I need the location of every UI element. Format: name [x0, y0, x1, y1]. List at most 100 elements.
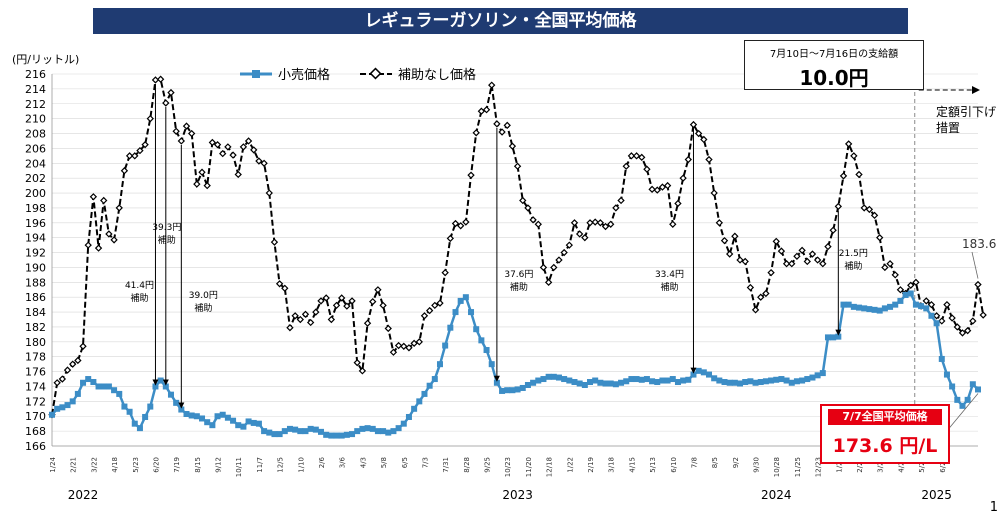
- x-tick-label: 9/12: [215, 457, 223, 473]
- retail-point: [116, 390, 123, 397]
- subsidy-arrowhead: [152, 379, 159, 386]
- no-subsidy-point: [586, 219, 594, 227]
- price-box-leader: [945, 393, 979, 433]
- retail-point: [943, 371, 950, 378]
- y-tick-label: 180: [25, 336, 46, 349]
- no-subsidy-point: [224, 143, 232, 151]
- no-subsidy-point: [167, 88, 175, 97]
- retail-point: [235, 422, 242, 429]
- no-subsidy-point: [136, 146, 144, 155]
- y-tick-label: 192: [25, 247, 46, 260]
- no-subsidy-point: [824, 242, 832, 251]
- no-subsidy-point: [798, 246, 806, 255]
- no-subsidy-point: [912, 278, 920, 286]
- y-tick-label: 172: [25, 395, 46, 408]
- no-subsidy-point: [182, 122, 191, 130]
- no-subsidy-point: [793, 252, 801, 260]
- no-subsidy-point: [808, 250, 817, 258]
- subsidy-annotation: 補助: [510, 281, 528, 293]
- no-subsidy-point: [757, 293, 765, 301]
- no-subsidy-point: [260, 159, 268, 167]
- x-tick-label: 6/20: [152, 457, 160, 473]
- retail-point: [850, 303, 857, 310]
- no-subsidy-point: [482, 106, 491, 114]
- no-subsidy-point: [938, 317, 946, 325]
- no-subsidy-point: [213, 141, 222, 149]
- retail-point: [540, 376, 547, 383]
- no-subsidy-point: [751, 306, 760, 314]
- y-tick-label: 200: [25, 187, 46, 200]
- no-subsidy-point: [363, 319, 372, 327]
- retail-point: [147, 403, 154, 410]
- retail-point: [338, 432, 345, 439]
- retail-point: [778, 376, 785, 383]
- subsidy-arrowhead: [178, 402, 185, 409]
- subsidy-period: 7月10日～7月16日の支給額: [769, 49, 899, 60]
- no-subsidy-point: [105, 230, 113, 238]
- subsidy-annotation: 補助: [194, 302, 212, 314]
- x-tick-label: 12/18: [546, 457, 554, 477]
- no-subsidy-point: [648, 185, 656, 193]
- retail-point: [111, 387, 118, 394]
- no-subsidy-point: [524, 204, 532, 212]
- retail-point: [964, 396, 971, 403]
- no-subsidy-point: [943, 300, 951, 309]
- retail-point: [136, 425, 143, 432]
- no-subsidy-point: [632, 152, 641, 160]
- no-subsidy-point: [731, 232, 739, 240]
- retail-point: [69, 398, 76, 405]
- x-tick-label: 3/24: [877, 456, 885, 472]
- no-subsidy-point: [451, 219, 460, 228]
- no-subsidy-point: [151, 76, 160, 84]
- x-tick-label: 10/28: [773, 457, 781, 477]
- policy-note-line2: 措置: [936, 121, 960, 135]
- legend-nosubsidy-label: 補助なし価格: [398, 67, 476, 83]
- retail-point: [685, 376, 692, 383]
- no-subsidy-point: [79, 342, 87, 350]
- retail-point: [323, 431, 330, 438]
- retail-point: [757, 379, 764, 386]
- year-label: 2024: [761, 488, 792, 502]
- no-subsidy-point: [219, 149, 227, 158]
- retail-point: [876, 307, 883, 314]
- no-subsidy-point: [844, 140, 853, 148]
- no-subsidy-point: [570, 219, 579, 227]
- retail-point: [167, 391, 174, 398]
- y-tick-label: 170: [25, 410, 46, 423]
- retail-point: [54, 405, 61, 412]
- x-tick-label: 4/15: [628, 457, 636, 473]
- no-subsidy-point: [777, 247, 786, 255]
- subsidy-arrowhead: [493, 375, 500, 382]
- retail-point: [183, 411, 190, 418]
- no-subsidy-point: [876, 234, 884, 242]
- no-subsidy-point: [312, 308, 320, 316]
- retail-point: [643, 376, 650, 383]
- retail-point: [152, 383, 159, 390]
- no-subsidy-point: [653, 186, 661, 194]
- retail-point: [871, 306, 878, 313]
- x-tick-label: 4/3: [359, 457, 367, 468]
- no-subsidy-point: [389, 348, 398, 356]
- y-axis-unit: (円/リットル): [12, 53, 79, 66]
- no-subsidy-point: [291, 312, 299, 320]
- no-subsidy-point: [591, 218, 599, 226]
- x-tick-label: 10/11: [235, 457, 243, 477]
- retail-point: [173, 399, 180, 406]
- legend-retail-label: 小売価格: [278, 67, 330, 83]
- no-subsidy-point: [446, 234, 455, 243]
- retail-point: [700, 369, 707, 376]
- retail-point: [845, 301, 852, 308]
- no-subsidy-point: [69, 360, 77, 368]
- no-subsidy-point: [932, 312, 941, 320]
- retail-point: [193, 413, 200, 420]
- no-subsidy-point: [726, 250, 734, 258]
- subsidy-annotation: 補助: [130, 292, 148, 304]
- x-tick-label: 5/23: [132, 457, 140, 473]
- no-subsidy-point: [110, 236, 118, 244]
- no-subsidy-point: [400, 342, 408, 350]
- retail-point: [95, 383, 102, 390]
- no-subsidy-point: [627, 152, 636, 160]
- no-subsidy-point: [239, 143, 248, 151]
- retail-point: [307, 425, 314, 432]
- retail-point: [499, 387, 506, 394]
